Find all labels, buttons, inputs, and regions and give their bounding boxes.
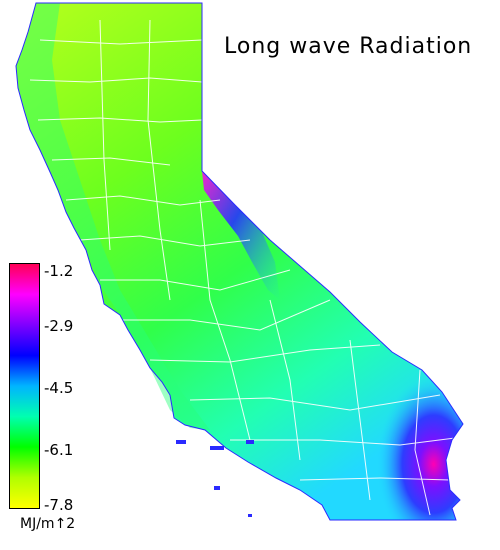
colorbar-legend	[9, 263, 40, 509]
map-title: Long wave Radiation	[224, 34, 473, 59]
legend-tick-3: -4.5	[44, 379, 74, 397]
sierra-high-radiation	[202, 171, 280, 300]
county-lines	[29, 19, 456, 516]
legend-tick-2: -2.9	[44, 317, 74, 335]
legend-tick-min: -7.8	[44, 496, 74, 514]
legend-units: MJ/m↑2	[20, 516, 76, 532]
coastal-strip	[16, 3, 210, 430]
california-border	[15, 2, 464, 521]
southeast-high-radiation	[300, 266, 463, 520]
channel-islands	[176, 440, 254, 517]
legend-tick-4: -6.1	[44, 441, 74, 459]
legend-tick-max: -1.2	[44, 262, 74, 280]
